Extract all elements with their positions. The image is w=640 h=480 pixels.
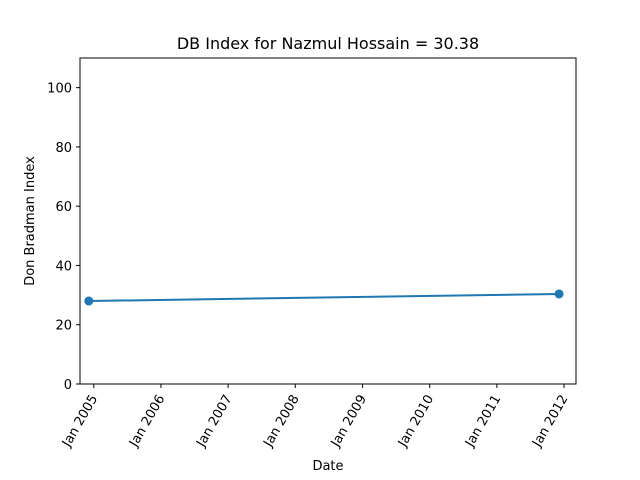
x-tick-label: Jan 2006	[126, 393, 168, 451]
plot-frame	[79, 57, 577, 385]
x-tick-label: Jan 2011	[462, 393, 504, 451]
y-axis-label: Don Bradman Index	[23, 156, 38, 286]
series-line	[88, 292, 560, 303]
y-axis: 0 20 40 60 80 100	[47, 82, 80, 393]
y-tick-label: 20	[55, 319, 72, 334]
y-tick-label: 80	[55, 141, 72, 156]
plot-area	[84, 289, 564, 306]
x-tick-label: Jan 2005	[59, 393, 101, 451]
x-axis-label: Date	[312, 459, 343, 474]
data-point	[84, 296, 94, 306]
data-point	[554, 289, 564, 299]
chart-title: DB Index for Nazmul Hossain = 30.38	[177, 34, 479, 53]
x-tick-label: Jan 2009	[328, 393, 370, 451]
y-tick-label: 100	[47, 82, 72, 97]
x-tick-label: Jan 2010	[395, 393, 437, 451]
x-tick-label: Jan 2012	[529, 393, 571, 451]
x-tick-label: Jan 2008	[261, 393, 303, 451]
y-tick-label: 40	[55, 259, 72, 274]
y-tick-label: 0	[64, 378, 72, 393]
y-tick-label: 60	[55, 200, 72, 215]
x-axis: Jan 2005 Jan 2006 Jan 2007 Jan 2008 Jan 2009…	[59, 384, 572, 451]
x-tick-label: Jan 2007	[193, 393, 235, 451]
